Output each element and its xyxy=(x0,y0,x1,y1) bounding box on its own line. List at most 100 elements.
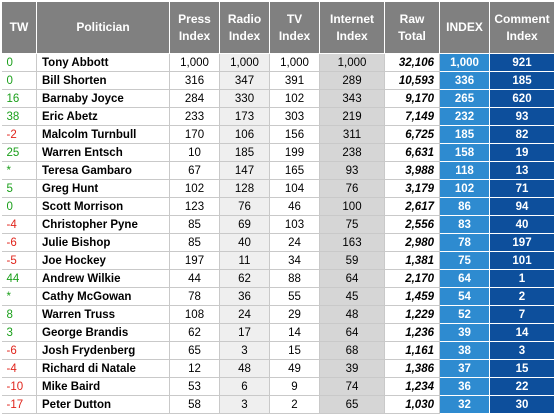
cell-tw: 44 xyxy=(1,269,37,288)
cell-comment: 93 xyxy=(489,107,555,126)
cell-tw: -17 xyxy=(1,395,37,414)
cell-comment: 185 xyxy=(489,71,555,90)
cell-raw: 2,617 xyxy=(384,197,440,216)
cell-raw: 32,106 xyxy=(384,53,440,72)
cell-tw: -4 xyxy=(1,359,37,378)
header-tw: TW xyxy=(1,1,37,54)
cell-raw: 1,236 xyxy=(384,323,440,342)
cell-name: Tony Abbott xyxy=(36,53,170,72)
cell-name: Peter Dutton xyxy=(36,395,170,414)
cell-tv: 46 xyxy=(269,197,320,216)
cell-radio: 11 xyxy=(219,251,270,270)
table-header: TW Politician Press Index Radio Index TV In… xyxy=(1,1,555,54)
cell-radio: 40 xyxy=(219,233,270,252)
table-row: 0 Scott Morrison 123 76 46 100 2,617 86 94 xyxy=(1,197,555,216)
header-tv-line1: TV xyxy=(286,11,303,26)
cell-comment: 71 xyxy=(489,179,555,198)
cell-index: 83 xyxy=(439,215,490,234)
cell-comment: 13 xyxy=(489,161,555,180)
cell-tv: 2 xyxy=(269,395,320,414)
table-row: -17 Peter Dutton 58 3 2 65 1,030 32 30 xyxy=(1,395,555,414)
cell-index: 38 xyxy=(439,341,490,360)
cell-index: 265 xyxy=(439,89,490,108)
cell-name: Warren Entsch xyxy=(36,143,170,162)
table-row: -4 Christopher Pyne 85 69 103 75 2,556 83 40 xyxy=(1,215,555,234)
table-row: * Teresa Gambaro 67 147 165 93 3,988 118 13 xyxy=(1,161,555,180)
cell-press: 12 xyxy=(169,359,220,378)
header-radio-line1: Radio xyxy=(227,11,262,26)
cell-index: 78 xyxy=(439,233,490,252)
cell-internet: 59 xyxy=(319,251,385,270)
cell-index: 232 xyxy=(439,107,490,126)
table-row: * Cathy McGowan 78 36 55 45 1,459 54 2 xyxy=(1,287,555,306)
cell-index: 336 xyxy=(439,71,490,90)
header-press-line2: Index xyxy=(178,28,211,43)
cell-tv: 29 xyxy=(269,305,320,324)
cell-tw: 0 xyxy=(1,53,37,72)
cell-tw: -6 xyxy=(1,233,37,252)
cell-comment: 19 xyxy=(489,143,555,162)
cell-tv: 34 xyxy=(269,251,320,270)
cell-press: 102 xyxy=(169,179,220,198)
cell-internet: 93 xyxy=(319,161,385,180)
cell-raw: 2,556 xyxy=(384,215,440,234)
cell-internet: 343 xyxy=(319,89,385,108)
cell-name: Christopher Pyne xyxy=(36,215,170,234)
cell-index: 32 xyxy=(439,395,490,414)
table-row: -6 Julie Bishop 85 40 24 163 2,980 78 197 xyxy=(1,233,555,252)
cell-radio: 173 xyxy=(219,107,270,126)
cell-internet: 39 xyxy=(319,359,385,378)
cell-tw: 3 xyxy=(1,323,37,342)
header-comment-line2: Index xyxy=(506,28,538,43)
cell-tv: 1,000 xyxy=(269,53,320,72)
cell-name: Malcolm Turnbull xyxy=(36,125,170,144)
cell-tv: 102 xyxy=(269,89,320,108)
cell-index: 36 xyxy=(439,377,490,396)
cell-index: 75 xyxy=(439,251,490,270)
cell-radio: 3 xyxy=(219,341,270,360)
cell-press: 67 xyxy=(169,161,220,180)
cell-press: 123 xyxy=(169,197,220,216)
cell-name: Richard di Natale xyxy=(36,359,170,378)
cell-internet: 64 xyxy=(319,269,385,288)
cell-press: 316 xyxy=(169,71,220,90)
cell-radio: 69 xyxy=(219,215,270,234)
cell-raw: 9,170 xyxy=(384,89,440,108)
cell-tw: 25 xyxy=(1,143,37,162)
header-tv-index: TV Index xyxy=(269,1,320,54)
cell-internet: 65 xyxy=(319,395,385,414)
table-row: 8 Warren Truss 108 24 29 48 1,229 52 7 xyxy=(1,305,555,324)
cell-tw: -10 xyxy=(1,377,37,396)
cell-raw: 1,381 xyxy=(384,251,440,270)
cell-index: 39 xyxy=(439,323,490,342)
header-row: TW Politician Press Index Radio Index TV In… xyxy=(1,1,555,54)
cell-name: Julie Bishop xyxy=(36,233,170,252)
cell-press: 197 xyxy=(169,251,220,270)
header-politician: Politician xyxy=(36,1,170,54)
cell-name: Greg Hunt xyxy=(36,179,170,198)
cell-radio: 128 xyxy=(219,179,270,198)
cell-internet: 74 xyxy=(319,377,385,396)
cell-raw: 6,631 xyxy=(384,143,440,162)
cell-raw: 7,149 xyxy=(384,107,440,126)
cell-name: Joe Hockey xyxy=(36,251,170,270)
cell-name: George Brandis xyxy=(36,323,170,342)
cell-comment: 197 xyxy=(489,233,555,252)
cell-internet: 1,000 xyxy=(319,53,385,72)
cell-raw: 2,980 xyxy=(384,233,440,252)
cell-name: Eric Abetz xyxy=(36,107,170,126)
cell-tv: 24 xyxy=(269,233,320,252)
header-radio-line2: Index xyxy=(228,28,261,43)
header-comment-line1: Comment xyxy=(494,11,550,26)
cell-raw: 1,030 xyxy=(384,395,440,414)
cell-comment: 14 xyxy=(489,323,555,342)
cell-tw: * xyxy=(1,287,37,306)
cell-radio: 48 xyxy=(219,359,270,378)
cell-internet: 48 xyxy=(319,305,385,324)
cell-index: 185 xyxy=(439,125,490,144)
cell-index: 158 xyxy=(439,143,490,162)
table-row: -5 Joe Hockey 197 11 34 59 1,381 75 101 xyxy=(1,251,555,270)
cell-tw: 8 xyxy=(1,305,37,324)
table-row: 0 Bill Shorten 316 347 391 289 10,593 336 185 xyxy=(1,71,555,90)
cell-tv: 88 xyxy=(269,269,320,288)
